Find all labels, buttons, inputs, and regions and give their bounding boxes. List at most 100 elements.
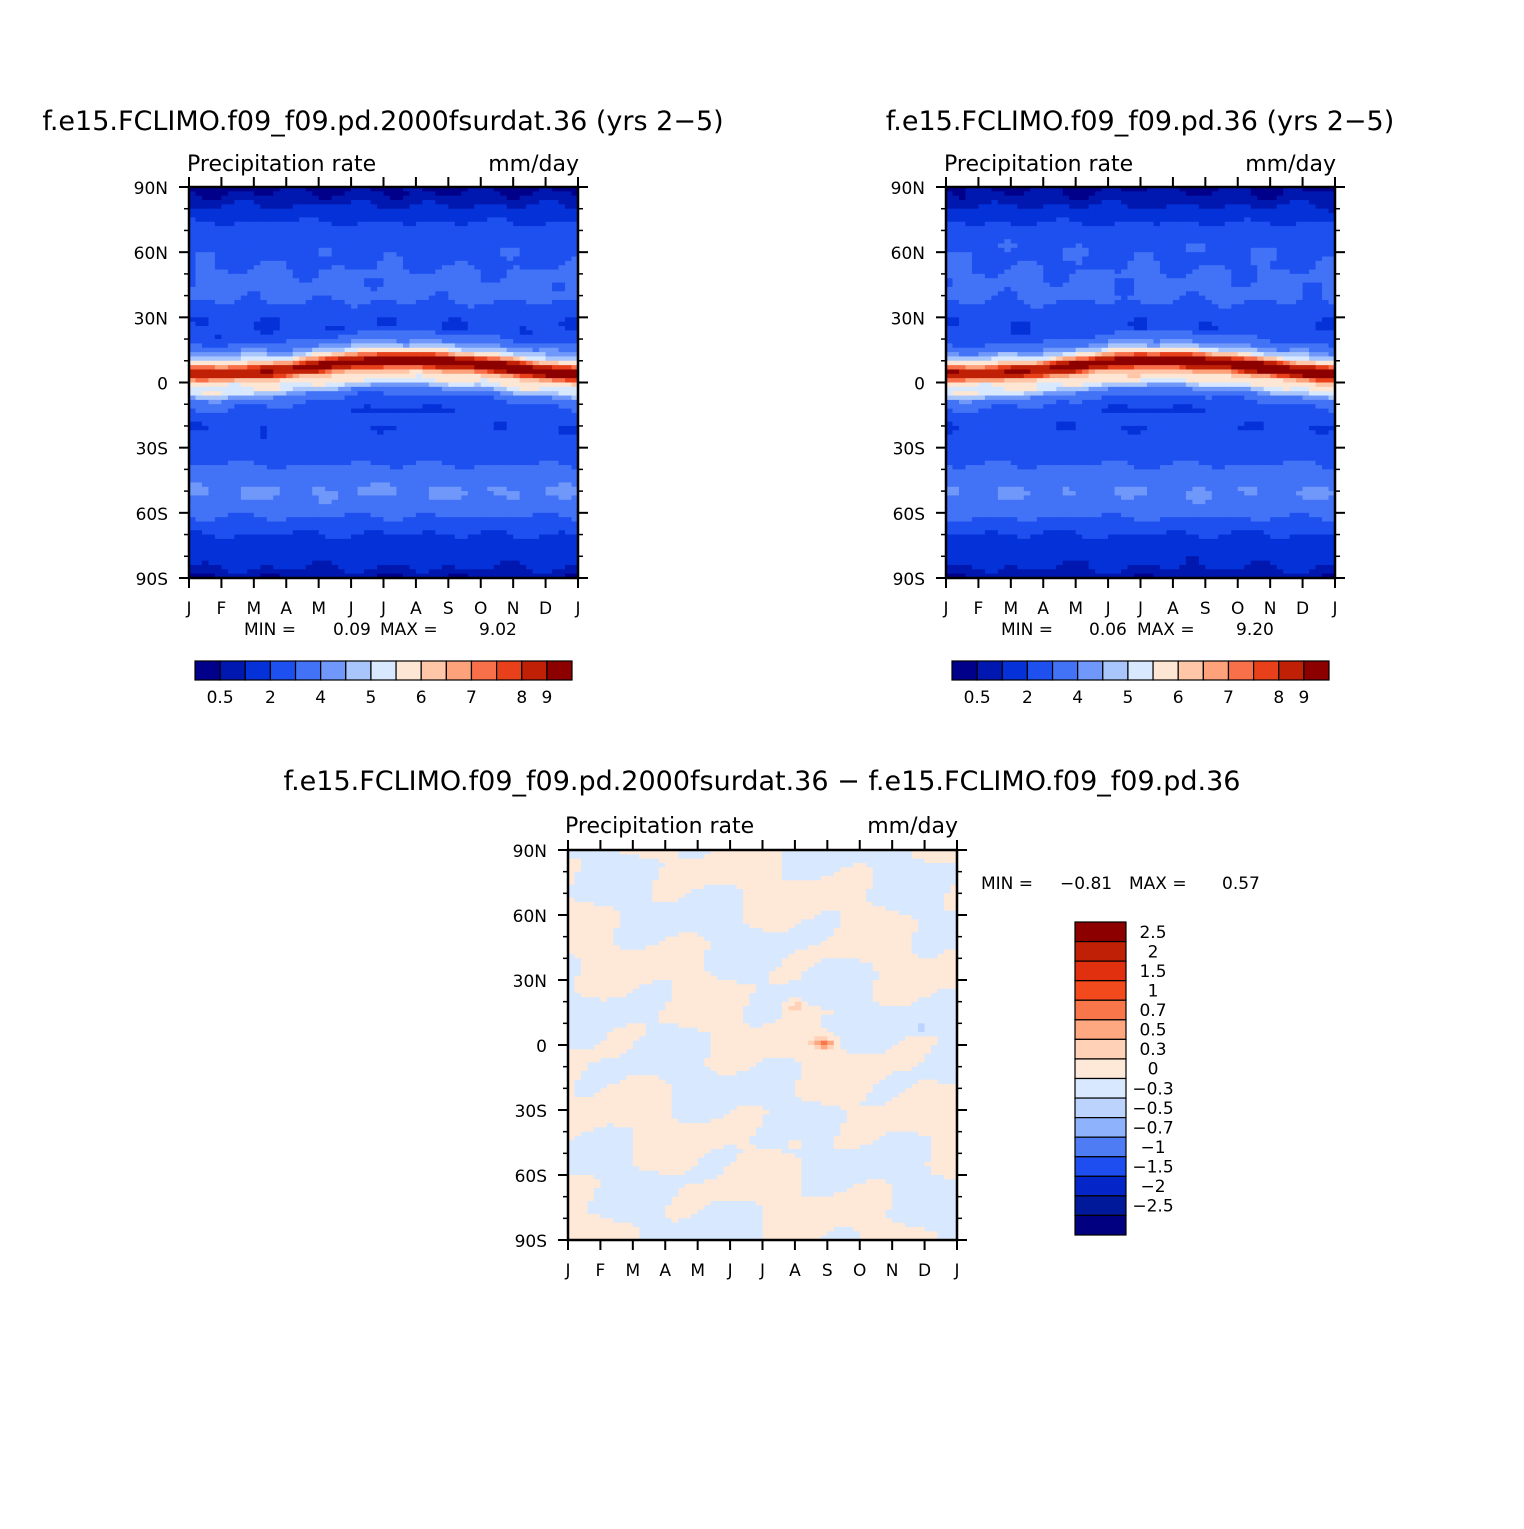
- field-cell: [201, 382, 210, 388]
- field-cell: [409, 312, 417, 318]
- field-cell: [234, 369, 242, 375]
- field-cell: [565, 534, 573, 540]
- field-cell: [422, 499, 430, 505]
- field-cell: [402, 252, 411, 258]
- field-cell: [389, 200, 398, 205]
- field-cell: [377, 326, 385, 331]
- field-cell: [240, 469, 248, 475]
- field-cell: [435, 265, 443, 271]
- field-cell: [565, 517, 573, 523]
- field-cell: [214, 347, 223, 353]
- field-cell: [467, 430, 475, 436]
- field-cell: [467, 256, 475, 262]
- field-cell: [253, 286, 261, 292]
- field-cell: [454, 434, 462, 440]
- field-cell: [448, 382, 456, 388]
- field-cell: [260, 291, 268, 297]
- field-cell: [377, 430, 385, 436]
- field-cell: [299, 247, 307, 253]
- field-cell: [292, 512, 300, 518]
- field-cell: [500, 334, 508, 340]
- field-cell: [279, 260, 287, 266]
- field-cell: [513, 234, 521, 240]
- field-cell: [214, 495, 223, 501]
- field-cell: [260, 495, 268, 501]
- field-cell: [467, 191, 475, 197]
- field-cell: [266, 260, 274, 266]
- field-cell: [318, 304, 326, 310]
- field-cell: [357, 208, 365, 214]
- field-cell: [279, 334, 287, 340]
- field-cell: [467, 399, 475, 405]
- field-cell: [331, 360, 339, 366]
- field-cell: [461, 195, 469, 201]
- field-cell: [208, 495, 216, 501]
- field-cell: [325, 473, 333, 479]
- field-cell: [299, 430, 307, 436]
- field-cell: [454, 378, 462, 384]
- field-cell: [467, 230, 475, 236]
- field-cell: [532, 447, 540, 453]
- field-cell: [286, 373, 294, 379]
- field-cell: [266, 347, 274, 353]
- field-cell: [383, 386, 391, 392]
- field-cell: [377, 239, 385, 245]
- field-cell: [253, 465, 261, 470]
- field-cell: [519, 204, 527, 210]
- field-cell: [214, 299, 223, 305]
- field-cell: [208, 512, 216, 518]
- field-cell: [266, 412, 274, 418]
- field-cell: [461, 517, 469, 523]
- field-cell: [240, 243, 248, 249]
- field-cell: [552, 282, 560, 288]
- field-cell: [344, 452, 352, 457]
- field-cell: [227, 308, 235, 314]
- field-cell: [552, 369, 560, 375]
- field-cell: [441, 473, 449, 479]
- field-cell: [189, 495, 197, 501]
- field-cell: [370, 308, 378, 314]
- field-cell: [279, 321, 287, 327]
- field-cell: [409, 252, 417, 258]
- field-cell: [396, 252, 404, 258]
- field-cell: [208, 208, 216, 214]
- field-cell: [558, 360, 566, 366]
- field-cell: [208, 530, 216, 536]
- field-cell: [441, 399, 449, 405]
- field-cell: [299, 360, 307, 366]
- field-cell: [240, 278, 248, 284]
- field-cell: [389, 525, 398, 531]
- field-cell: [558, 312, 566, 318]
- field-cell: [558, 491, 566, 497]
- field-cell: [189, 369, 197, 375]
- field-cell: [253, 504, 261, 510]
- field-cell: [208, 460, 216, 466]
- field-cell: [299, 482, 307, 488]
- field-cell: [519, 343, 527, 349]
- field-cell: [253, 330, 261, 336]
- field-cell: [370, 543, 378, 549]
- field-cell: [422, 260, 430, 266]
- field-cell: [266, 330, 274, 336]
- field-cell: [519, 278, 527, 284]
- field-cell: [409, 504, 417, 510]
- field-cell: [305, 334, 313, 340]
- field-cell: [279, 460, 287, 466]
- field-cell: [266, 473, 274, 479]
- field-cell: [331, 369, 339, 375]
- field-cell: [519, 326, 527, 331]
- field-cell: [493, 308, 501, 314]
- field-cell: [409, 260, 417, 266]
- field-cell: [415, 282, 423, 288]
- field-cell: [253, 495, 261, 501]
- field-cell: [357, 456, 365, 462]
- field-cell: [344, 543, 352, 549]
- field-cell: [299, 269, 307, 275]
- field-cell: [357, 339, 365, 344]
- field-cell: [558, 478, 566, 484]
- field-cell: [370, 187, 378, 192]
- field-cell: [493, 230, 501, 236]
- field-cell: [428, 352, 436, 358]
- field-cell: [351, 456, 359, 462]
